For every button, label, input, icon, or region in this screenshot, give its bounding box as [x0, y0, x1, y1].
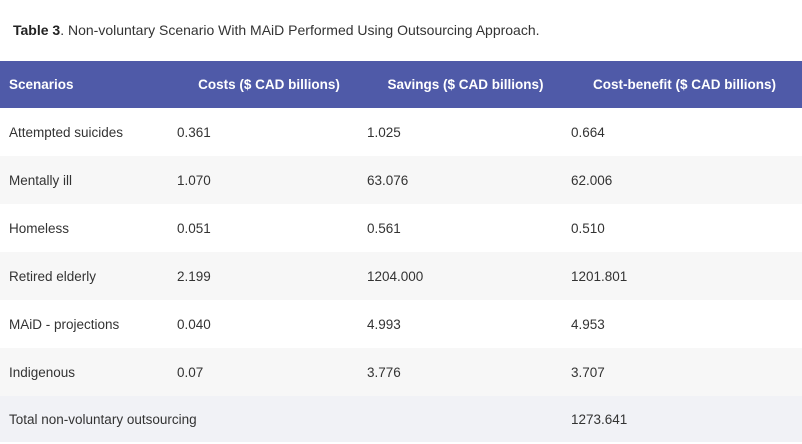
- table-caption: Table 3. Non-voluntary Scenario With MAi…: [13, 21, 540, 39]
- table-row: Mentally ill 1.070 63.076 62.006: [0, 156, 802, 204]
- table-row: Attempted suicides 0.361 1.025 0.664: [0, 108, 802, 156]
- cell-savings: 0.561: [367, 220, 401, 236]
- cell-savings: 1204.000: [367, 268, 424, 284]
- table-row: Homeless 0.051 0.561 0.510: [0, 204, 802, 252]
- cell-costs: 2.199: [177, 268, 211, 284]
- header-scenarios: Scenarios: [9, 77, 74, 92]
- cell-scenario: Mentally ill: [9, 172, 73, 188]
- table-header-row: Scenarios Costs ($ CAD billions) Savings…: [0, 61, 802, 108]
- cell-scenario: Attempted suicides: [9, 124, 124, 140]
- cell-cost-benefit: 0.510: [571, 220, 605, 236]
- cell-cost-benefit: 4.953: [571, 316, 605, 332]
- table-caption-text: . Non-voluntary Scenario With MAiD Perfo…: [60, 22, 540, 38]
- cell-scenario: Retired elderly: [9, 268, 97, 284]
- cell-cost-benefit: 1201.801: [571, 268, 628, 284]
- table-row: Retired elderly 2.199 1204.000 1201.801: [0, 252, 802, 300]
- cell-scenario: MAiD - projections: [9, 316, 120, 332]
- header-cost-benefit: Cost-benefit ($ CAD billions): [593, 77, 776, 92]
- cell-scenario: Indigenous: [9, 364, 76, 380]
- cell-cost-benefit: 3.707: [571, 364, 605, 380]
- cell-costs: 0.361: [177, 124, 211, 140]
- cell-costs: 0.051: [177, 220, 211, 236]
- total-value: 1273.641: [571, 411, 628, 427]
- header-savings: Savings ($ CAD billions): [387, 77, 544, 92]
- cell-savings: 3.776: [367, 364, 401, 380]
- cell-cost-benefit: 62.006: [571, 172, 613, 188]
- table-caption-label: Table 3: [13, 22, 61, 38]
- cell-costs: 1.070: [177, 172, 211, 188]
- table-total-row: Total non-voluntary outsourcing 1273.641: [0, 396, 802, 442]
- cell-costs: 0.040: [177, 316, 211, 332]
- cell-cost-benefit: 0.664: [571, 124, 605, 140]
- header-costs: Costs ($ CAD billions): [198, 77, 340, 92]
- cell-savings: 4.993: [367, 316, 401, 332]
- cell-savings: 1.025: [367, 124, 401, 140]
- table-row: Indigenous 0.07 3.776 3.707: [0, 348, 802, 396]
- table-row: MAiD - projections 0.040 4.993 4.953: [0, 300, 802, 348]
- data-table: Scenarios Costs ($ CAD billions) Savings…: [0, 61, 802, 442]
- cell-savings: 63.076: [367, 172, 409, 188]
- total-label: Total non-voluntary outsourcing: [9, 411, 197, 427]
- cell-costs: 0.07: [177, 364, 204, 380]
- cell-scenario: Homeless: [9, 220, 70, 236]
